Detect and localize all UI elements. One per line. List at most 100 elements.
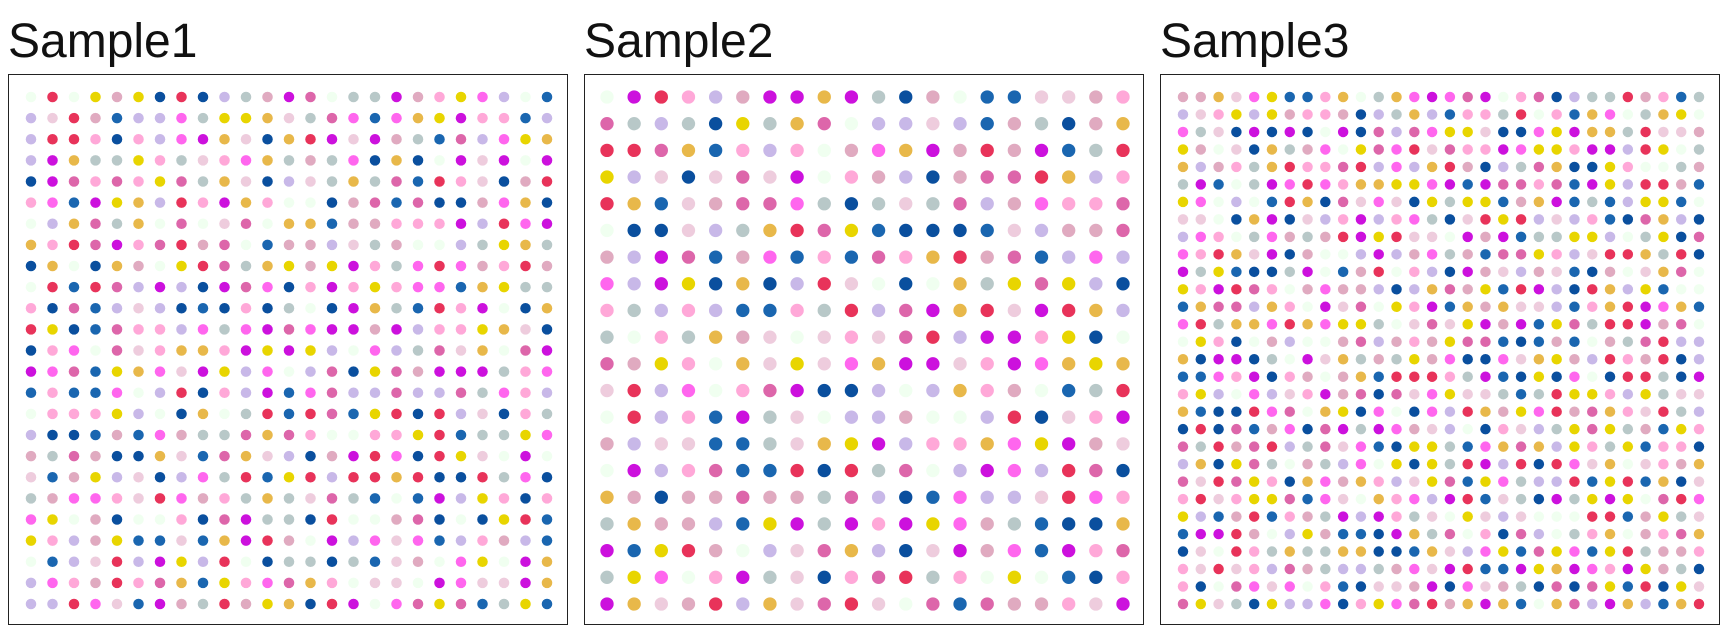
dot-2-r7-c18: [1089, 277, 1103, 291]
dot-3-r26-c3: [1231, 546, 1242, 557]
dot-3-r3-c17: [1480, 144, 1491, 155]
dot-3-r17-c27: [1658, 388, 1669, 400]
dot-3-r17-c8: [1320, 388, 1331, 400]
dot-3-r21-c10: [1355, 458, 1367, 470]
dot-3-r6-c4: [1248, 196, 1260, 208]
dot-3-r19-c26: [1640, 423, 1651, 435]
dot-3-r6-c28: [1675, 196, 1687, 208]
dot-3-r4-c12: [1391, 161, 1402, 173]
dot-1-r22-c1: [47, 556, 58, 568]
dot-3-r7-c13: [1409, 214, 1420, 225]
dot-1-r22-c17: [391, 556, 402, 568]
dot-3-r28-c23: [1587, 581, 1598, 592]
dot-1-r10-c17: [391, 302, 402, 314]
dot-1-r16-c7: [176, 429, 187, 441]
dot-2-r3-c9: [844, 170, 859, 184]
dot-3-r23-c2: [1213, 493, 1224, 505]
dot-3-r12-c14: [1426, 301, 1438, 313]
dot-1-r22-c15: [348, 556, 359, 568]
panel-title-sample1: Sample1: [8, 15, 198, 68]
dot-1-r22-c22: [498, 556, 510, 568]
dot-3-r8-c1: [1195, 231, 1207, 243]
dot-1-r7-c4: [111, 239, 123, 251]
dot-3-r19-c20: [1533, 423, 1545, 435]
dot-3-r18-c14: [1426, 406, 1438, 417]
dot-3-r13-c14: [1426, 319, 1438, 330]
dot-3-r2-c12: [1391, 126, 1402, 138]
dot-2-r5-c19: [1116, 223, 1130, 238]
dot-3-r24-c9: [1337, 511, 1349, 522]
dot-2-r12-c4: [708, 410, 723, 424]
dot-3-r4-c29: [1693, 161, 1705, 173]
dot-3-r12-c7: [1302, 301, 1313, 313]
dot-3-r14-c0: [1177, 336, 1189, 348]
dot-2-r18-c8: [817, 570, 831, 584]
dot-2-r9-c18: [1089, 330, 1103, 344]
dot-1-r3-c12: [283, 155, 295, 166]
dot-2-r12-c14: [980, 410, 994, 424]
dot-3-r0-c1: [1195, 91, 1207, 103]
dot-1-r8-c6: [154, 260, 166, 272]
dot-2-r18-c18: [1089, 570, 1103, 584]
dot-3-r18-c5: [1266, 406, 1278, 417]
dot-2-r8-c15: [1007, 303, 1022, 318]
dot-1-r24-c6: [154, 598, 166, 610]
dot-2-r15-c2: [654, 490, 668, 504]
dot-3-r22-c26: [1640, 476, 1651, 487]
dot-1-r19-c2: [68, 493, 80, 504]
dot-3-r18-c26: [1640, 406, 1651, 417]
dot-3-r12-c11: [1373, 301, 1384, 313]
dot-3-r6-c27: [1658, 196, 1669, 208]
dot-2-r4-c7: [790, 197, 804, 211]
dot-3-r4-c22: [1569, 161, 1580, 173]
dot-2-r13-c0: [600, 437, 614, 451]
dot-3-r5-c21: [1551, 179, 1562, 190]
dot-1-r10-c13: [305, 302, 316, 314]
dot-1-r5-c13: [305, 197, 316, 208]
dot-2-r15-c4: [708, 490, 723, 504]
dot-3-r26-c21: [1551, 546, 1562, 557]
dot-3-r2-c15: [1444, 126, 1456, 138]
dot-3-r21-c2: [1213, 458, 1224, 470]
dot-1-r22-c19: [434, 556, 445, 568]
dot-1-r12-c23: [520, 345, 531, 356]
dot-1-r24-c2: [68, 598, 80, 610]
dot-1-r16-c14: [326, 429, 338, 441]
dot-3-r0-c29: [1693, 91, 1705, 103]
dot-1-r4-c0: [25, 176, 37, 187]
dot-2-r11-c7: [790, 383, 804, 398]
dot-1-r16-c24: [541, 429, 553, 441]
dot-1-r11-c22: [498, 324, 510, 335]
dot-1-r7-c15: [348, 239, 359, 251]
dot-3-r18-c22: [1569, 406, 1580, 417]
dot-2-r12-c7: [790, 410, 804, 424]
dot-3-r8-c7: [1302, 231, 1313, 243]
dot-3-r17-c26: [1640, 388, 1651, 400]
dot-3-r9-c0: [1177, 249, 1189, 260]
dot-1-r7-c5: [133, 239, 144, 251]
dot-2-r12-c1: [627, 410, 641, 424]
dot-1-r3-c18: [412, 155, 424, 166]
dot-3-r27-c24: [1604, 563, 1616, 575]
dot-1-r3-c20: [455, 155, 467, 166]
dot-3-r19-c5: [1266, 423, 1278, 435]
dot-2-r14-c14: [980, 463, 994, 478]
dot-2-r8-c17: [1062, 303, 1076, 318]
dot-3-r29-c26: [1640, 598, 1651, 610]
dot-3-r11-c2: [1213, 284, 1224, 295]
dot-3-r18-c8: [1320, 406, 1331, 417]
dot-2-r14-c18: [1089, 463, 1103, 478]
dot-2-r16-c19: [1116, 517, 1130, 531]
dot-3-r16-c18: [1498, 371, 1509, 382]
dot-2-r0-c13: [953, 90, 967, 104]
dot-3-r2-c27: [1658, 126, 1669, 138]
dot-3-r0-c6: [1284, 91, 1295, 103]
dot-3-r6-c19: [1515, 196, 1527, 208]
dot-2-r15-c19: [1116, 490, 1130, 504]
dot-3-r2-c14: [1426, 126, 1438, 138]
dot-3-r12-c19: [1515, 301, 1527, 313]
dot-1-r24-c16: [369, 598, 381, 610]
dot-1-r21-c10: [240, 535, 252, 546]
dot-3-r0-c27: [1658, 91, 1669, 103]
dot-3-r20-c21: [1551, 441, 1562, 452]
